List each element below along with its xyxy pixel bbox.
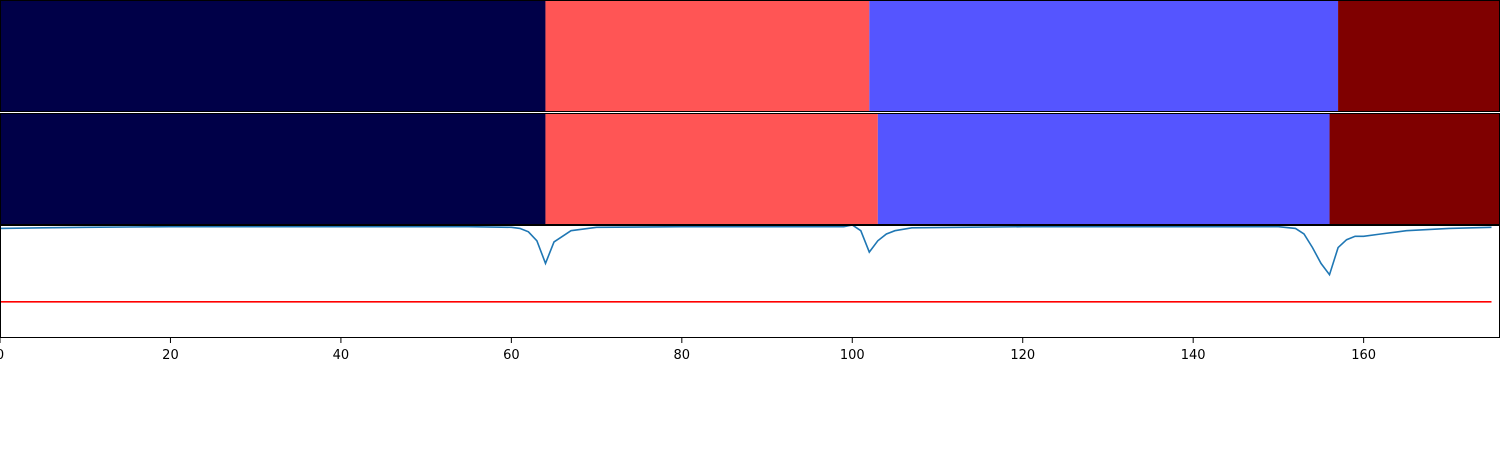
bottom-segment-2 — [877, 113, 1330, 225]
x-axis: 0 20 40 60 80 100 120 140 160 — [0, 338, 1376, 363]
x-tick-label-0: 0 — [0, 348, 4, 363]
x-tick-label-1: 20 — [162, 348, 179, 363]
top-segment-1 — [545, 0, 870, 112]
x-tick-label-8: 160 — [1351, 348, 1376, 363]
x-tick-label-4: 80 — [674, 348, 691, 363]
bottom-segmentation-panel — [0, 113, 1500, 225]
bottom-segment-3 — [1329, 113, 1500, 225]
score-line-panel — [0, 224, 1492, 303]
bottom-segment-1 — [545, 113, 878, 225]
x-tick-label-3: 60 — [503, 348, 520, 363]
top-segment-0 — [0, 0, 546, 112]
panel-frame-2 — [0, 225, 1500, 338]
bottom-segment-0 — [0, 113, 546, 225]
top-segment-3 — [1338, 0, 1500, 112]
series-line-0 — [0, 224, 1492, 277]
x-tick-label-6: 120 — [1010, 348, 1035, 363]
x-tick-label-7: 140 — [1181, 348, 1206, 363]
x-tick-label-2: 40 — [333, 348, 350, 363]
x-tick-label-5: 100 — [840, 348, 865, 363]
top-segmentation-panel — [0, 0, 1500, 112]
top-segment-2 — [869, 0, 1339, 112]
